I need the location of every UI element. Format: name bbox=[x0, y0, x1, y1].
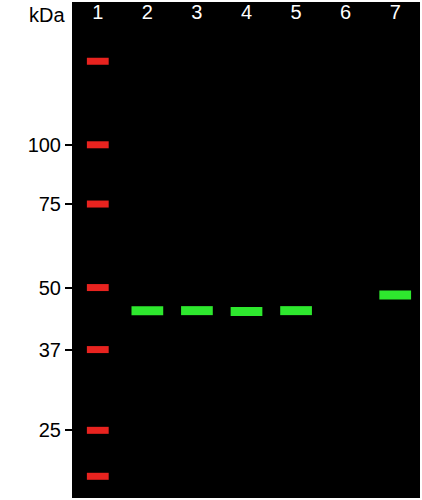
svg-text:6: 6 bbox=[340, 1, 351, 23]
svg-text:100: 100 bbox=[28, 134, 61, 156]
svg-text:37: 37 bbox=[39, 339, 61, 361]
svg-text:5: 5 bbox=[291, 1, 302, 23]
svg-text:3: 3 bbox=[191, 1, 202, 23]
svg-text:25: 25 bbox=[39, 419, 61, 441]
svg-text:75: 75 bbox=[39, 193, 61, 215]
svg-text:1: 1 bbox=[92, 1, 103, 23]
svg-text:2: 2 bbox=[142, 1, 153, 23]
svg-text:4: 4 bbox=[241, 1, 252, 23]
svg-text:7: 7 bbox=[390, 1, 401, 23]
svg-text:50: 50 bbox=[39, 277, 61, 299]
svg-text:kDa: kDa bbox=[29, 4, 65, 26]
